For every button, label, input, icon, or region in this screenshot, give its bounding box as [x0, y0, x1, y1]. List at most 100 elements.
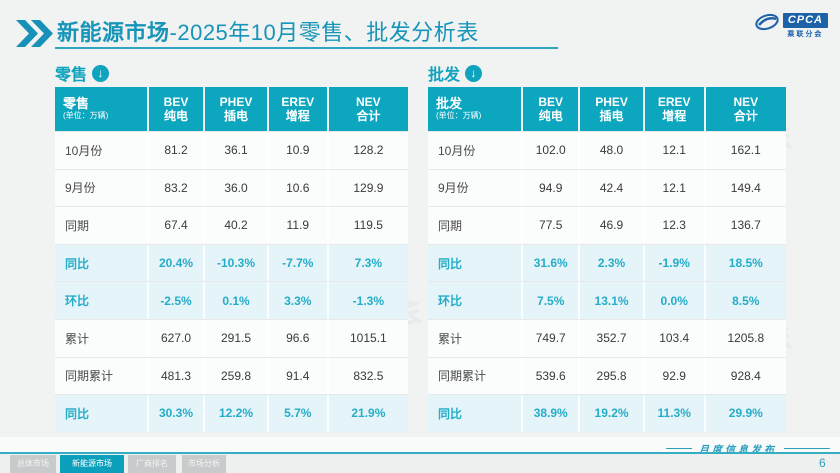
cell-value: 48.0	[578, 132, 642, 169]
column-header-en: NEV	[356, 94, 381, 109]
cell-value: 162.1	[703, 132, 786, 169]
bottom-tab[interactable]: 新能源市场	[60, 455, 124, 473]
column-header-cn: 增程	[285, 109, 310, 123]
cpca-brand: CPCA	[782, 12, 828, 28]
cell-value: 7.5%	[521, 282, 578, 319]
cell-value: 1205.8	[703, 319, 786, 357]
cell-value: 103.4	[642, 319, 704, 357]
cell-value: 12.3	[642, 207, 704, 244]
cell-value: 30.3%	[146, 395, 203, 432]
cell-value: 2.3%	[578, 244, 642, 282]
release-label: 月度信息发布	[699, 445, 777, 456]
column-header-en: NEV	[733, 94, 759, 109]
cell-value: 128.2	[326, 132, 408, 169]
cell-value: 19.2%	[578, 395, 642, 432]
table-corner-cell: 零售 (单位：万辆)	[55, 87, 147, 131]
cell-value: 94.9	[521, 169, 578, 207]
arrow-down-circle-icon: ↓	[465, 64, 483, 82]
table-row: 同期累计 481.3 259.8 91.4 832.5	[55, 356, 408, 395]
column-header-cn: 增程	[662, 109, 687, 123]
wholesale-section-text: 批发	[428, 67, 461, 84]
cell-value: 20.4%	[146, 244, 203, 282]
cell-value: 36.1	[203, 132, 267, 169]
retail-section-text: 零售	[55, 67, 88, 84]
cell-value: -2.5%	[146, 282, 203, 319]
column-header-cn: 合计	[733, 109, 758, 123]
cell-value: 67.4	[146, 207, 203, 244]
table-row: 同比 20.4% -10.3% -7.7% 7.3%	[55, 243, 408, 282]
cell-value: 7.3%	[326, 244, 408, 282]
column-header-nev: NEV 合计	[326, 87, 408, 131]
row-label: 10月份	[438, 143, 476, 158]
cell-value: 3.3%	[266, 282, 327, 319]
cell-value: -7.7%	[266, 244, 327, 282]
bottom-tab[interactable]: 总体市场	[10, 455, 56, 473]
wholesale-section-label: 批发 ↓	[428, 61, 483, 85]
release-dash-left	[666, 448, 692, 449]
cell-value: 42.4	[578, 169, 642, 207]
cell-value: 21.9%	[326, 395, 408, 432]
cell-value: 352.7	[578, 319, 642, 357]
column-header-en: BEV	[538, 94, 564, 109]
cpca-logo: CPCA 乘联分会	[754, 12, 828, 39]
column-header-bev: BEV 纯电	[146, 87, 203, 131]
footer-strip	[0, 437, 840, 452]
cell-value: 1015.1	[326, 319, 408, 357]
cell-value: 38.9%	[521, 395, 578, 432]
table-row: 累计 627.0 291.5 96.6 1015.1	[55, 318, 408, 357]
cell-value: 5.7%	[266, 395, 327, 432]
table-row: 9月份 94.9 42.4 12.1 149.4	[428, 168, 786, 207]
table-unit-note: (单位：万辆)	[436, 111, 482, 120]
cell-value: 129.9	[326, 169, 408, 207]
table-row: 环比 -2.5% 0.1% 3.3% -1.3%	[55, 281, 408, 319]
cell-value: 928.4	[703, 357, 786, 395]
column-header-en: EREV	[657, 94, 691, 109]
table-corner-label: 批发	[436, 96, 463, 111]
table-row: 累计 749.7 352.7 103.4 1205.8	[428, 318, 786, 357]
bottom-tabbar: 总体市场 新能源市场 厂商排名 市场分析	[0, 454, 840, 473]
page-title-rest: -2025年10月零售、批发分析表	[169, 20, 479, 45]
arrow-down-circle-icon: ↓	[92, 64, 110, 82]
cell-value: 10.6	[266, 169, 327, 207]
cell-value: 96.6	[266, 319, 327, 357]
cpca-brand-cn: 乘联分会	[787, 30, 824, 38]
row-label: 9月份	[65, 181, 96, 196]
cell-value: 136.7	[703, 207, 786, 244]
row-label: 同比	[65, 406, 90, 421]
cell-value: 11.9	[266, 207, 327, 244]
row-label: 同比	[65, 256, 90, 271]
cell-value: 12.1	[642, 132, 704, 169]
column-header-cn: 插电	[599, 109, 624, 123]
table-corner-label: 零售	[63, 96, 90, 111]
column-header-cn: 纯电	[538, 109, 563, 123]
cell-value: 539.6	[521, 357, 578, 395]
cell-value: 91.4	[266, 357, 327, 395]
column-header-en: PHEV	[219, 94, 253, 109]
table-header-row: 零售 (单位：万辆) BEV 纯电 PHEV 插电 EREV 增程 NEV 合计	[55, 87, 408, 131]
bottom-tab[interactable]: 厂商排名	[128, 455, 176, 473]
row-label: 累计	[65, 331, 90, 346]
bottom-tab[interactable]: 市场分析	[182, 455, 226, 473]
cell-value: 81.2	[146, 132, 203, 169]
wholesale-table: 批发 (单位：万辆) BEV 纯电 PHEV 插电 EREV 增程 NEV 合计 10月份 102.0…	[428, 87, 786, 432]
cell-value: 295.8	[578, 357, 642, 395]
table-row: 环比 7.5% 13.1% 0.0% 8.5%	[428, 281, 786, 319]
page-title: 新能源市场-2025年10月零售、批发分析表	[57, 15, 479, 47]
release-banner: 月度信息发布	[666, 441, 830, 456]
column-header-phev: PHEV 插电	[578, 87, 642, 131]
row-label: 9月份	[438, 181, 469, 196]
table-row: 同比 30.3% 12.2% 5.7% 21.9%	[55, 394, 408, 432]
row-label: 同期	[65, 218, 90, 233]
row-label: 10月份	[65, 143, 103, 158]
cell-value: 10.9	[266, 132, 327, 169]
row-label: 同比	[438, 256, 463, 271]
cell-value: 291.5	[203, 319, 267, 357]
cpca-logo-text: CPCA 乘联分会	[782, 12, 828, 39]
column-header-nev: NEV 合计	[703, 87, 786, 131]
double-chevron-icon	[16, 20, 54, 52]
row-label: 累计	[438, 331, 463, 346]
cell-value: 149.4	[703, 169, 786, 207]
cell-value: 31.6%	[521, 244, 578, 282]
cell-value: 481.3	[146, 357, 203, 395]
